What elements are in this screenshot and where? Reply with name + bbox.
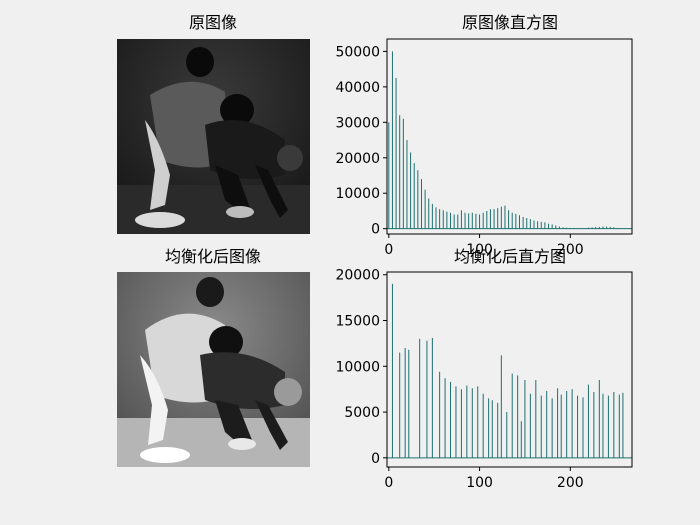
y-tick-label: 20000: [335, 151, 380, 167]
ticks-original: 0 10000 20000 30000 40000 50000 0 100 200: [335, 44, 583, 258]
basketball-photo-equalized: [117, 272, 310, 467]
axes-frame-original: [386, 38, 633, 235]
ticks-equalized: 0 5000 10000 15000 20000 0 100 200: [335, 268, 583, 491]
y-tick-label: 40000: [335, 80, 380, 96]
chart-title-original: 原图像直方图: [462, 13, 558, 32]
x-tick-label: 200: [557, 242, 584, 258]
histogram-original: 原图像直方图 0 10000 20000 30000 40000 50000 0 100 200: [335, 13, 633, 258]
histogram-equalized: 0 5000 10000 15000 20000 0 100 200 均衡化后直方图: [335, 247, 633, 491]
y-tick-label: 5000: [344, 405, 380, 421]
axes-frame-equalized: [386, 271, 633, 468]
bars-equalized: [387, 283, 632, 459]
y-tick-label: 10000: [335, 186, 380, 202]
chart-title-equalized: 均衡化后直方图: [454, 247, 566, 266]
y-tick-label: 30000: [335, 115, 380, 131]
image-title-original: 原图像: [189, 13, 237, 32]
image-title-equalized: 均衡化后图像: [165, 247, 261, 266]
y-tick-label: 50000: [335, 44, 380, 60]
x-tick-label: 100: [466, 475, 493, 491]
x-tick-label: 200: [557, 475, 584, 491]
y-tick-label: 0: [371, 222, 380, 238]
y-tick-label: 20000: [335, 268, 380, 284]
bars-original: [387, 51, 632, 230]
x-tick-label: 100: [466, 242, 493, 258]
x-tick-label: 0: [384, 475, 393, 491]
y-tick-label: 0: [371, 451, 380, 467]
y-tick-label: 15000: [335, 314, 380, 330]
y-tick-label: 10000: [335, 359, 380, 375]
basketball-photo-original: [117, 39, 310, 234]
x-tick-label: 0: [384, 242, 393, 258]
